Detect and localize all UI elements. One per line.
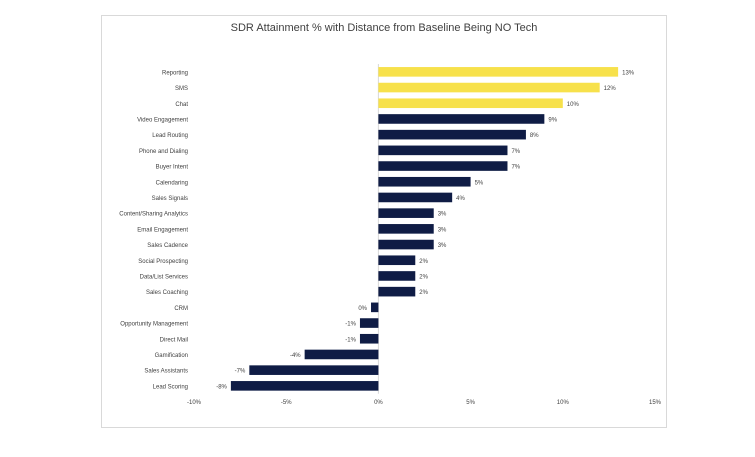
category-label: Calendaring <box>156 180 188 186</box>
data-label: -1% <box>345 322 356 328</box>
x-tick-label: 15% <box>649 400 662 406</box>
data-label: 7% <box>511 165 520 171</box>
category-label: Email Engagement <box>137 227 188 233</box>
bar <box>378 255 416 266</box>
bar <box>378 224 434 234</box>
category-label: Reporting <box>162 70 188 76</box>
category-label: Lead Scoring <box>153 384 188 390</box>
data-label: 10% <box>567 102 580 108</box>
data-label: 4% <box>456 196 465 202</box>
bar <box>378 129 526 140</box>
data-label: -7% <box>235 369 246 375</box>
data-label: 2% <box>419 290 428 296</box>
x-tick-label: 0% <box>374 400 383 406</box>
bar <box>378 114 545 124</box>
bar <box>378 286 416 297</box>
category-label: Sales Cadence <box>147 243 188 249</box>
bar <box>359 333 379 344</box>
bar <box>378 176 471 187</box>
data-label: -4% <box>290 353 301 359</box>
bar <box>378 82 600 93</box>
bar <box>304 349 379 360</box>
bar <box>378 161 508 171</box>
bar <box>230 381 379 391</box>
category-label: Lead Routing <box>152 133 188 139</box>
bar <box>378 67 619 77</box>
data-label: 8% <box>530 133 539 139</box>
data-label: -8% <box>216 384 227 390</box>
data-label: 2% <box>419 259 428 265</box>
category-label: Data/List Services <box>140 274 188 280</box>
bar <box>371 302 379 313</box>
bar <box>378 192 453 203</box>
bar <box>359 318 379 328</box>
data-label: 7% <box>511 149 520 155</box>
bar <box>378 208 434 218</box>
data-label: 3% <box>438 243 447 249</box>
x-tick-label: -5% <box>281 400 292 406</box>
x-tick-label: 10% <box>557 400 570 406</box>
data-label: 9% <box>548 117 557 123</box>
bar <box>378 145 508 156</box>
bar <box>378 98 563 109</box>
data-label: 5% <box>475 180 484 186</box>
category-label: Content/Sharing Analytics <box>119 212 188 218</box>
data-label: 2% <box>419 274 428 280</box>
data-label: 13% <box>622 70 635 76</box>
data-label: 0% <box>358 306 367 312</box>
data-label: 12% <box>604 86 617 92</box>
chart-title: SDR Attainment % with Distance from Base… <box>230 22 538 34</box>
category-label: Opportunity Management <box>120 322 188 328</box>
category-label: Sales Signals <box>152 196 188 202</box>
x-tick-label: -10% <box>187 400 202 406</box>
category-label: Video Engagement <box>137 117 188 123</box>
category-label: SMS <box>175 86 188 92</box>
category-label: Sales Coaching <box>146 290 188 296</box>
bar <box>378 239 434 250</box>
category-label: Phone and Dialing <box>139 149 188 155</box>
data-label: 3% <box>438 212 447 218</box>
category-label: Direct Mail <box>160 337 188 343</box>
category-label: Sales Assistants <box>144 369 188 375</box>
category-label: Gamification <box>155 353 188 359</box>
bar <box>378 271 416 281</box>
data-label: -1% <box>345 337 356 343</box>
category-label: CRM <box>174 306 188 312</box>
bar <box>249 365 379 375</box>
x-tick-label: 5% <box>466 400 475 406</box>
category-label: Chat <box>175 102 188 108</box>
category-label: Social Prospecting <box>138 259 188 265</box>
category-label: Buyer Intent <box>156 165 189 171</box>
data-label: 3% <box>438 227 447 233</box>
